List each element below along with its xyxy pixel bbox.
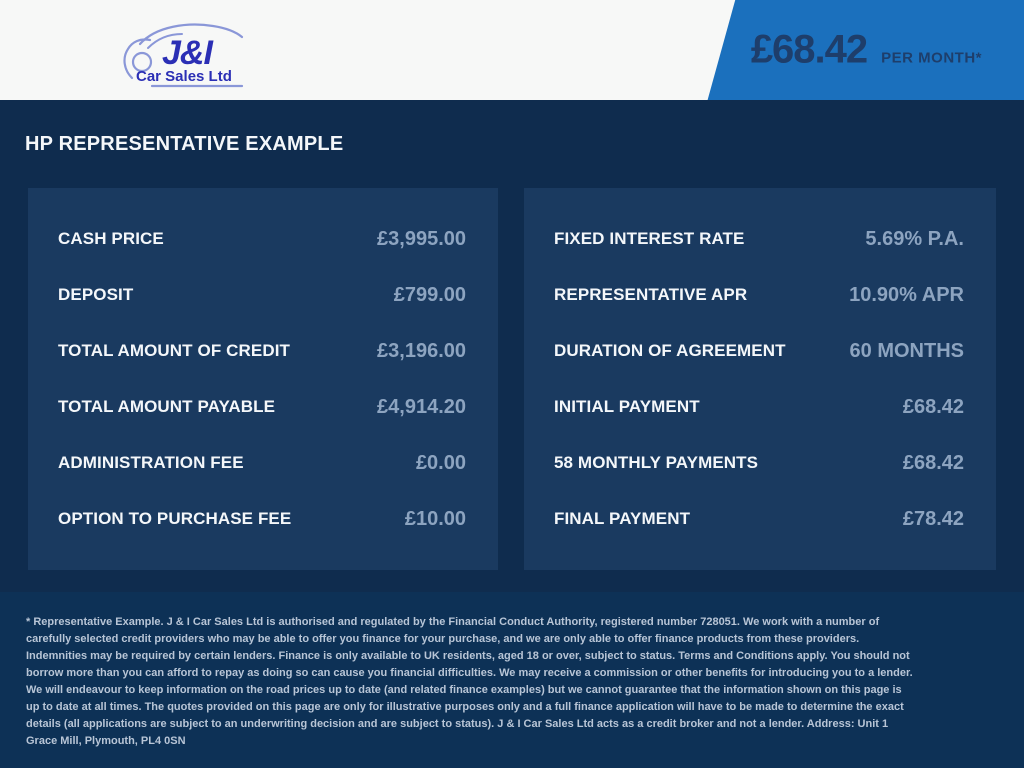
page-title: HP REPRESENTATIVE EXAMPLE <box>25 133 344 155</box>
monthly-price-period: PER MONTH* <box>881 49 982 67</box>
price-banner: £68.42 PER MONTH* <box>707 0 1024 100</box>
footer: * Representative Example. J & I Car Sale… <box>0 592 1024 768</box>
finance-value: 60 MONTHS <box>849 339 964 362</box>
table-row: FINAL PAYMENT £78.42 <box>554 491 964 547</box>
finance-value: 10.90% APR <box>849 283 964 306</box>
finance-value: £10.00 <box>404 507 466 530</box>
finance-label: ADMINISTRATION FEE <box>58 453 244 472</box>
finance-label: CASH PRICE <box>58 229 164 248</box>
header: J&I Car Sales Ltd £68.42 PER MONTH* <box>0 0 1024 100</box>
finance-label: TOTAL AMOUNT OF CREDIT <box>58 341 290 360</box>
finance-value: £3,995.00 <box>377 227 466 250</box>
finance-label: FIXED INTEREST RATE <box>554 229 745 248</box>
finance-value: £68.42 <box>902 451 964 474</box>
table-row: REPRESENTATIVE APR 10.90% APR <box>554 267 964 323</box>
finance-label: REPRESENTATIVE APR <box>554 285 748 304</box>
finance-label: 58 MONTHLY PAYMENTS <box>554 453 759 472</box>
legal-disclaimer: * Representative Example. J & I Car Sale… <box>26 616 913 747</box>
monthly-price: £68.42 <box>750 27 868 72</box>
logo-title: J&I <box>162 34 213 72</box>
table-row: INITIAL PAYMENT £68.42 <box>554 379 964 435</box>
finance-label: TOTAL AMOUNT PAYABLE <box>58 397 276 416</box>
finance-value: 5.69% P.A. <box>865 227 964 250</box>
finance-value: £4,914.20 <box>377 395 466 418</box>
finance-panel-right: FIXED INTEREST RATE 5.69% P.A. REPRESENT… <box>524 188 996 570</box>
dealer-logo: J&I Car Sales Ltd <box>118 18 248 90</box>
table-row: OPTION TO PURCHASE FEE £10.00 <box>58 491 466 547</box>
table-row: ADMINISTRATION FEE £0.00 <box>58 435 466 491</box>
table-row: TOTAL AMOUNT OF CREDIT £3,196.00 <box>58 323 466 379</box>
price-banner-content: £68.42 PER MONTH* <box>751 28 982 73</box>
finance-value: £3,196.00 <box>377 339 466 362</box>
finance-label: DURATION OF AGREEMENT <box>554 341 786 360</box>
table-row: CASH PRICE £3,995.00 <box>58 211 466 267</box>
finance-label: INITIAL PAYMENT <box>554 397 700 416</box>
table-row: 58 MONTHLY PAYMENTS £68.42 <box>554 435 964 491</box>
finance-value: £68.42 <box>902 395 964 418</box>
table-row: FIXED INTEREST RATE 5.69% P.A. <box>554 211 964 267</box>
table-row: DURATION OF AGREEMENT 60 MONTHS <box>554 323 964 379</box>
finance-value: £78.42 <box>902 507 964 530</box>
table-row: DEPOSIT £799.00 <box>58 267 466 323</box>
main-section: HP REPRESENTATIVE EXAMPLE CASH PRICE £3,… <box>0 100 1024 592</box>
finance-label: FINAL PAYMENT <box>554 509 691 528</box>
finance-value: £0.00 <box>415 451 466 474</box>
logo-subtitle: Car Sales Ltd <box>136 68 232 85</box>
finance-label: DEPOSIT <box>58 285 134 304</box>
finance-value: £799.00 <box>393 283 466 306</box>
table-row: TOTAL AMOUNT PAYABLE £4,914.20 <box>58 379 466 435</box>
finance-panel-left: CASH PRICE £3,995.00 DEPOSIT £799.00 TOT… <box>28 188 498 570</box>
finance-label: OPTION TO PURCHASE FEE <box>58 509 292 528</box>
